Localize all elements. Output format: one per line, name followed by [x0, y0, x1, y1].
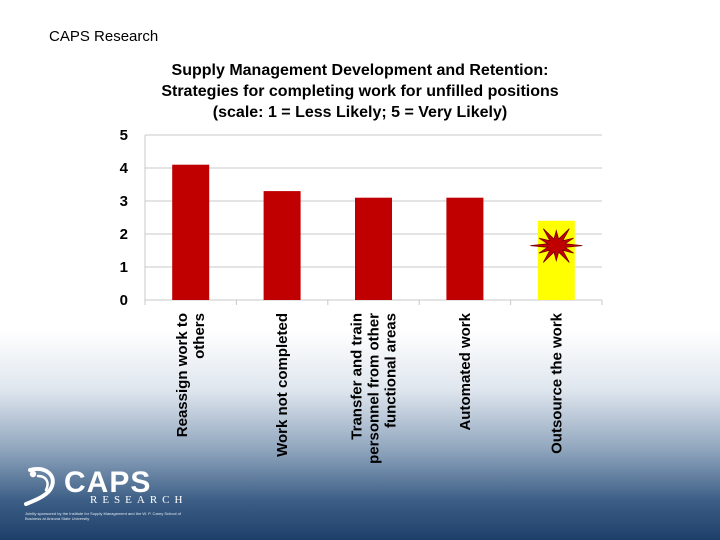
y-tick-label: 5 — [120, 127, 128, 144]
caps-research-logo: CAPS RESEARCH Jointly sponsored by the I… — [22, 464, 182, 526]
caps-swoosh-icon — [24, 467, 55, 506]
category-label: Automated work — [457, 312, 474, 430]
y-tick-label: 4 — [120, 160, 129, 177]
y-tick-label: 0 — [120, 292, 128, 309]
logo-subtitle: RESEARCH — [90, 494, 188, 506]
y-tick-label: 1 — [120, 259, 128, 276]
category-label: Work not completed — [274, 313, 291, 457]
chart-title: Supply Management Development and Retent… — [110, 60, 610, 123]
logo-name: CAPS — [64, 466, 152, 499]
category-label: Outsource the work — [548, 312, 565, 454]
chart-title-line-2: Strategies for completing work for unfil… — [161, 83, 559, 100]
category-label: functional areas — [383, 313, 400, 428]
category-label: Transfer and train — [349, 313, 366, 440]
bar-2 — [263, 191, 301, 300]
bar-4 — [446, 197, 484, 300]
bar-3 — [355, 197, 392, 300]
y-tick-label: 2 — [120, 226, 128, 243]
category-label: Reassign work to — [174, 313, 191, 437]
bar-1 — [172, 164, 210, 300]
category-label: others — [191, 313, 208, 359]
logo-fine-print: Jointly sponsored by the Institute for S… — [25, 511, 182, 521]
chart-title-line-1: Supply Management Development and Retent… — [171, 62, 549, 79]
chart-title-line-3: (scale: 1 = Less Likely; 5 = Very Likely… — [212, 104, 508, 121]
header-org-label: CAPS Research — [49, 28, 159, 45]
y-tick-label: 3 — [120, 193, 128, 210]
category-label: personnel from other — [366, 313, 383, 464]
starburst-icon — [530, 228, 583, 263]
